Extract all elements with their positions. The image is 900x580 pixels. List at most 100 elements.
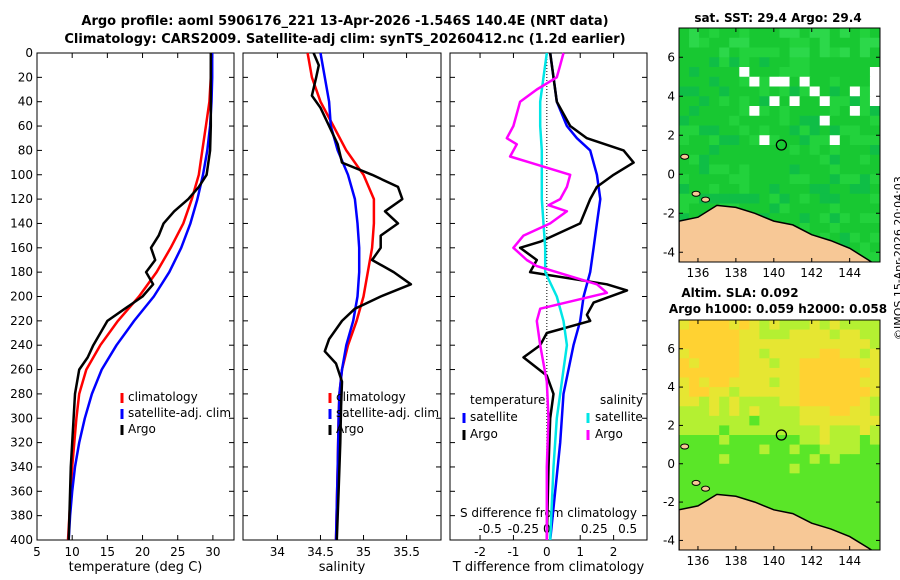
map-cell [759,454,771,465]
map-cell [739,387,750,398]
map-cell [839,348,851,359]
map-cell [799,425,811,436]
map-cell [739,193,750,205]
map-cell [719,115,730,127]
map-cell [779,425,791,436]
map-cell [719,463,730,474]
legend-label: Argo [336,422,364,436]
map-cell [709,47,720,58]
map-cell [749,115,760,127]
map-cell [689,463,700,474]
map-cell [699,184,710,195]
map-cell [829,444,841,455]
map-cell [859,482,871,494]
map-cell [729,358,740,369]
map-cell [819,463,831,474]
x-axis-label: temperature (deg C) [69,560,203,575]
map-cell [709,435,720,446]
map-cell [819,425,831,436]
map-cell [849,377,861,388]
map-cell [799,145,811,156]
map-sst-field [679,28,880,262]
map-cell [749,387,760,398]
map-cell [869,96,880,107]
map-cell [749,492,760,503]
map-cell [869,47,880,58]
map-sst-title: sat. SST: 29.4 Argo: 29.4 [694,11,861,25]
map-cell [839,28,851,39]
map-cell [829,521,841,532]
map-cell [849,348,861,359]
map-cell [769,135,781,146]
map-cell [799,47,811,58]
map-cell [799,154,811,166]
x-tick-label: -1 [507,545,519,559]
map-cell [859,174,871,185]
map-cell [679,492,690,503]
map-cell [839,463,851,474]
legend-label: satellite [595,410,643,424]
map-cell [859,367,871,379]
map-cell [769,329,781,340]
map-cell [689,145,700,156]
map-island [680,153,690,160]
map-cell [679,174,690,185]
figure-title-line1: Argo profile: aoml 5906176_221 13-Apr-20… [81,14,609,29]
map-cell [869,473,880,484]
map-cell [829,406,841,417]
map-cell [859,213,871,224]
map-cell [859,184,871,195]
map-cell [729,86,740,97]
map-cell [849,511,861,522]
map-cell [849,96,861,107]
map-cell [849,367,861,379]
map-cell [869,396,880,407]
map-cell [789,135,801,146]
x-tick-label: 0 [543,545,551,559]
map-cell [689,415,700,427]
map-cell [789,339,801,350]
map-cell [709,367,720,379]
map-cell [849,387,861,398]
map-cell [689,358,700,369]
map-cell [859,425,871,436]
map-cell [859,47,871,58]
map-cell [719,425,730,436]
map-cell [769,67,781,78]
map-cell [839,164,851,175]
map-cell [759,135,771,146]
map-island [691,190,701,197]
map-cell [759,367,771,379]
map-cell [809,28,821,39]
map-cell [699,96,710,107]
map-cell [779,482,791,494]
map-cell [779,339,791,350]
map-cell [819,203,831,214]
map-cell [839,435,851,446]
map-cell [769,86,781,97]
map-cell [699,367,710,379]
map-cell [789,329,801,340]
map-cell [859,115,871,127]
map-cell [769,444,781,455]
map-cell [749,174,760,185]
map-cell [809,67,821,78]
map-cell [809,213,821,224]
s-tick-label: -0.25 [508,522,539,536]
map-cell [819,86,831,97]
map-cell [699,37,710,49]
map-cell [749,473,760,484]
map-cell [869,203,880,214]
map-cell [799,193,811,205]
map-cell [679,377,690,388]
y-tick-label: 80 [18,143,33,157]
map-cell [779,67,791,78]
map-cell [779,145,791,156]
map-cell [799,37,811,49]
map-cell [849,320,861,331]
map-cell [859,135,871,146]
map-cell [759,106,771,117]
map-cell [679,396,690,407]
map-cell [849,521,861,532]
map-cell [859,106,871,117]
